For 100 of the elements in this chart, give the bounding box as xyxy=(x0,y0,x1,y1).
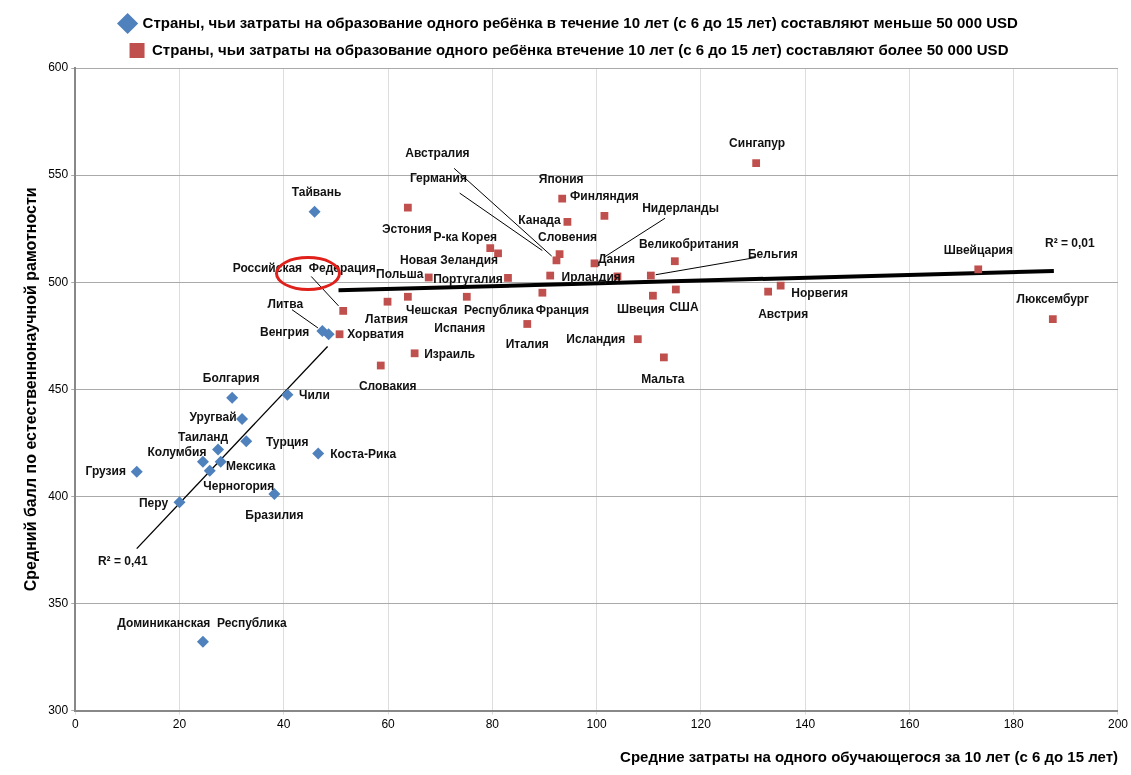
point xyxy=(203,464,216,477)
data-label: Италия xyxy=(505,337,549,352)
x-axis-title: Средние затраты на одного обучающегося за 10 лет (с 6 до 15 лет) xyxy=(620,748,1118,766)
data-label: Болгария xyxy=(202,371,260,386)
data-label: Чили xyxy=(299,388,330,403)
data-label: Канада xyxy=(518,213,561,228)
point xyxy=(649,291,657,300)
data-label: Турция xyxy=(265,434,309,449)
x-tick-label: 60 xyxy=(381,717,396,732)
data-label: Австрия xyxy=(758,306,809,321)
y-tick-label: 400 xyxy=(48,488,69,503)
data-label: Дания xyxy=(598,251,635,266)
point xyxy=(312,447,325,460)
point xyxy=(504,274,512,282)
point xyxy=(236,413,249,426)
data-label: Великобритания xyxy=(638,236,739,251)
data-label: Венгрия xyxy=(259,324,310,339)
point xyxy=(403,292,412,301)
point xyxy=(1048,315,1057,323)
point xyxy=(383,297,392,306)
annotation: Бельгия xyxy=(747,246,798,261)
data-label: Финляндия xyxy=(570,189,639,204)
point xyxy=(633,335,642,344)
data-label: Исландия xyxy=(566,332,626,347)
point xyxy=(462,292,471,301)
data-label: Словакия xyxy=(358,378,417,393)
data-label: Франция xyxy=(535,303,590,318)
point xyxy=(670,257,679,266)
data-label: Япония xyxy=(538,171,584,186)
point xyxy=(486,244,495,253)
point xyxy=(776,281,785,290)
point xyxy=(196,635,209,648)
data-label: Нидерланды xyxy=(642,200,719,215)
data-label: Доминиканская Республика xyxy=(117,616,287,631)
data-label: Черногория xyxy=(203,479,275,494)
data-label: Ирландия xyxy=(561,269,621,284)
data-label: Швейцария xyxy=(943,242,1013,257)
x-tick-label: 160 xyxy=(899,717,920,732)
data-label: Колумбия xyxy=(147,445,207,460)
annotation: Австралия xyxy=(405,145,470,160)
data-label: Мексика xyxy=(226,459,276,474)
point xyxy=(600,211,609,220)
point xyxy=(546,271,555,280)
x-tick-label: 40 xyxy=(277,717,291,732)
point xyxy=(376,361,385,370)
data-label: Литва xyxy=(267,297,304,312)
data-label: Люксембург xyxy=(1016,292,1090,307)
data-label: Таиланд xyxy=(177,429,229,444)
data-label: Польша xyxy=(376,266,424,281)
point xyxy=(671,285,680,294)
point xyxy=(403,203,412,212)
x-tick-label: 0 xyxy=(71,717,79,732)
point xyxy=(281,388,294,401)
point xyxy=(335,330,344,339)
point xyxy=(590,259,599,268)
x-tick-label: 20 xyxy=(172,717,187,732)
legend-label: Страны, чьи затраты на образование одного ребёнка в течение 10 лет (с 6 до 15 лет) составляют меньше 50 000 USD xyxy=(142,13,1019,31)
x-tick-label: 180 xyxy=(1003,717,1025,732)
x-tick-label: 80 xyxy=(485,717,500,732)
point xyxy=(552,256,561,265)
data-label: Германия xyxy=(409,170,467,185)
data-label: Португалия xyxy=(433,272,503,287)
point xyxy=(308,205,321,218)
y-axis-title: Средний балл по естественнонаучной рамотности xyxy=(22,187,40,592)
point xyxy=(974,265,983,274)
data-label: Тайвань xyxy=(291,185,342,200)
data-label: Испания xyxy=(434,321,486,336)
y-tick-label: 450 xyxy=(48,381,69,396)
data-label: Норвегия xyxy=(791,285,848,300)
point xyxy=(424,273,433,282)
point xyxy=(339,307,348,315)
point xyxy=(130,465,143,478)
y-tick-label: 500 xyxy=(48,274,69,289)
x-tick-label: 140 xyxy=(795,717,816,732)
point xyxy=(212,443,225,456)
point xyxy=(226,391,239,404)
data-label: Новая Зеландия xyxy=(400,252,499,267)
legend-label: Страны, чьи затраты на образование одного ребёнка втечение 10 лет (с 6 до 15 лет) составляют более 50 000 USD xyxy=(152,40,1009,58)
data-label: Коста-Рика xyxy=(330,446,397,461)
data-label: Хорватия xyxy=(347,326,404,341)
data-label: Р-ка Корея xyxy=(433,230,498,245)
y-tick-label: 300 xyxy=(48,702,69,717)
point xyxy=(659,353,668,362)
point xyxy=(410,349,419,358)
data-label: Перу xyxy=(138,496,169,511)
data-label: Эстония xyxy=(381,221,432,236)
point xyxy=(214,455,227,468)
y-tick-label: 350 xyxy=(48,595,69,610)
point xyxy=(240,435,253,448)
annotation: R² = 0,41 xyxy=(97,553,148,568)
point xyxy=(538,288,547,297)
data-label: Уругвай xyxy=(189,410,237,425)
y-tick-label: 550 xyxy=(48,167,69,182)
point xyxy=(752,159,761,167)
data-label: Мальта xyxy=(641,371,685,386)
x-tick-label: 200 xyxy=(1107,717,1129,732)
x-tick-label: 120 xyxy=(690,717,712,732)
point xyxy=(558,194,567,203)
point xyxy=(523,320,532,328)
y-tick-label: 600 xyxy=(48,60,69,75)
